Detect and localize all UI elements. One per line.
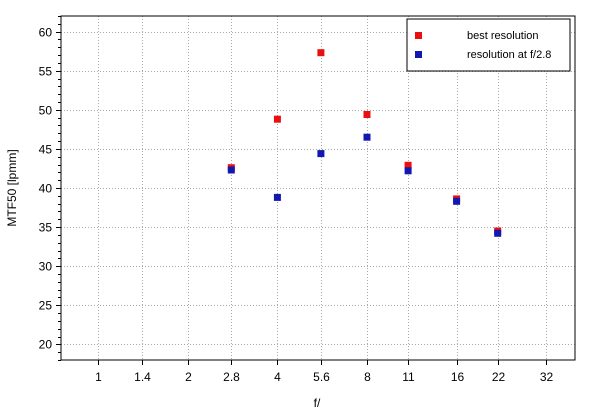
data-points [227,49,502,237]
y-tick-label-25: 25 [39,299,53,313]
x-tick-label-2-8: 2.8 [223,370,240,384]
grid [61,16,575,360]
point-best-resolution-f8 [363,111,371,118]
point-resolution-at-f2-8-f2-8 [227,166,235,174]
point-best-resolution-f11 [404,161,412,169]
x-tick-label-8: 8 [364,370,371,384]
x-tick-label-1-4: 1.4 [134,370,151,384]
y-tick-label-45: 45 [39,143,53,157]
legend-label-best-resolution: best resolution [467,30,539,42]
point-resolution-at-f2-8-f5-6 [317,150,325,158]
y-minor-ticks [58,16,61,361]
x-tick-label-32: 32 [540,370,554,384]
x-tick-label-22: 22 [492,370,506,384]
point-resolution-at-f2-8-f11 [404,167,412,175]
y-tick-label-40: 40 [39,182,53,196]
y-tick-label-20: 20 [39,338,53,352]
y-axis-label: MTF50 [lpmm] [5,149,19,226]
legend-box [406,18,571,72]
point-resolution-at-f2-8-f22 [494,229,502,237]
legend: best resolution resolution at f/2.8 [406,18,571,72]
y-tick-label-35: 35 [39,221,53,235]
plot-area [61,16,575,360]
y-tick-label-30: 30 [39,260,53,274]
x-tick-label-5-6: 5.6 [313,370,330,384]
x-tick-label-16: 16 [451,370,465,384]
point-resolution-at-f2-8-f4 [273,193,281,201]
y-axis-ticks: 20 25 30 35 40 45 50 55 60 [39,26,61,352]
legend-label-resolution-at-f2-8: resolution at f/2.8 [467,49,551,61]
point-best-resolution-f4 [273,115,281,123]
x-tick-label-4: 4 [274,370,281,384]
plot-frame [60,15,576,361]
legend-swatch-best-resolution [415,32,422,39]
x-axis-label: f/ [314,396,321,410]
point-resolution-at-f2-8-f8 [363,133,371,141]
x-axis-ticks: 1 1.4 2 2.8 4 5.6 8 11 16 22 32 [95,360,553,384]
legend-swatch-resolution-at-f2-8 [415,51,422,58]
y-tick-label-50: 50 [39,104,53,118]
x-tick-label-2: 2 [185,370,192,384]
y-tick-label-55: 55 [39,65,53,79]
y-tick-label-60: 60 [39,26,53,40]
x-tick-label-1: 1 [95,370,102,384]
point-resolution-at-f2-8-f16 [453,197,461,205]
point-best-resolution-f5-6 [317,49,325,57]
x-tick-label-11: 11 [402,370,415,384]
